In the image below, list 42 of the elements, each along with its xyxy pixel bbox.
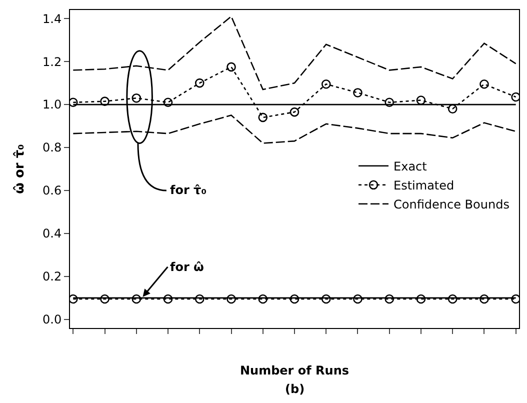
y-axis-title: ω̂ or τ̂₀ [12, 144, 28, 194]
point [384, 98, 394, 108]
point [416, 96, 426, 105]
point [480, 79, 489, 89]
point [226, 294, 236, 304]
point [480, 294, 489, 304]
point [163, 294, 173, 304]
annotation: for ω̂ [170, 260, 204, 274]
y-tick-label: 1.4 [42, 12, 62, 26]
y-tick-label: 0.4 [42, 226, 62, 241]
legend-label: Confidence Bounds [394, 198, 510, 212]
point [194, 78, 204, 88]
point [290, 107, 300, 117]
point [321, 294, 331, 304]
point [290, 294, 300, 304]
annotation: for τ̂₀ [170, 183, 206, 197]
y-tick-label: 0.8 [42, 140, 62, 155]
point [448, 104, 458, 114]
x-axis-title: Number of Runs [240, 363, 350, 378]
legend-label: Estimated [394, 178, 454, 193]
point [448, 294, 458, 304]
point [132, 93, 142, 103]
y-tick-label: 0.6 [42, 184, 62, 198]
point [163, 98, 173, 108]
y-tick-label: 0.2 [42, 270, 62, 284]
point [353, 294, 362, 304]
point [258, 294, 268, 304]
point [226, 62, 236, 72]
point [353, 88, 362, 98]
point [384, 294, 394, 304]
point [100, 96, 110, 106]
y-tick-label: 1.0 [42, 98, 62, 112]
legend-label: Exact [394, 160, 428, 174]
point [194, 294, 204, 304]
text: (b) [285, 382, 305, 396]
point [258, 112, 268, 122]
point [416, 294, 426, 304]
point [321, 79, 331, 89]
point [132, 294, 142, 304]
y-tick-label: 0.0 [42, 312, 62, 327]
y-tick-label: 1.2 [42, 54, 62, 69]
point [100, 294, 110, 304]
